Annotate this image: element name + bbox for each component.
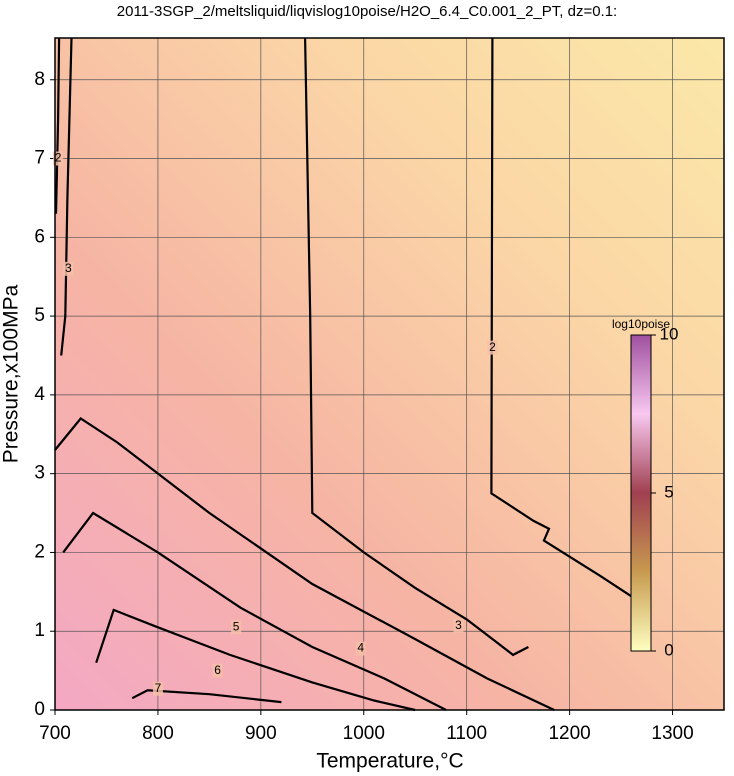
contour-label: 4: [357, 641, 364, 655]
x-tick-label: 1000: [343, 723, 385, 744]
contour-line: [54, 417, 555, 711]
contour-label: 6: [214, 663, 221, 677]
contour-label: 5: [233, 619, 240, 633]
contour-label-bg: [152, 681, 163, 696]
contour-line: [95, 608, 416, 712]
y-tick-label: 5: [34, 305, 45, 326]
y-tick-label: 0: [34, 699, 45, 720]
contour-line: [54, 37, 61, 214]
x-tick-label: 1200: [548, 723, 590, 744]
contour-line: [304, 37, 529, 657]
y-tick-label: 3: [34, 463, 45, 484]
contour-label: 3: [455, 618, 462, 632]
y-tick-label: 6: [34, 226, 45, 247]
x-tick-label: 700: [39, 723, 71, 744]
x-tick-label: 800: [142, 723, 174, 744]
colorbar-tick-label: 5: [664, 482, 673, 501]
plot-frame: [54, 37, 725, 711]
y-tick-label: 7: [34, 148, 45, 169]
contour-line: [131, 689, 282, 704]
contour-label-bg: [212, 663, 223, 678]
x-tick-label: 900: [245, 723, 277, 744]
contour-label: 2: [489, 340, 496, 354]
chart-title: 2011-3SGP_2/meltsliquid/liqvislog10poise…: [117, 3, 617, 20]
y-axis-label: Pressure,x100MPa: [0, 284, 23, 463]
y-tick-label: 2: [34, 541, 45, 562]
x-axis-label: Temperature,°C: [316, 750, 463, 773]
y-tick-label: 4: [34, 384, 45, 405]
contour-label-bg: [487, 340, 498, 355]
y-tick-label: 1: [34, 620, 45, 641]
contour-label-bg: [53, 151, 64, 166]
y-tick-label: 8: [34, 69, 45, 90]
contour-label-bg: [453, 618, 464, 633]
colorbar-tick-label: 0: [664, 640, 673, 659]
x-tick-label: 1100: [446, 723, 487, 744]
colorbar-label: log10poise: [612, 317, 670, 331]
contour-label-bg: [355, 641, 366, 656]
colorbar-tick-label: 10: [660, 324, 679, 343]
contour-line: [62, 511, 447, 711]
contour-line: [60, 37, 73, 356]
plot-background: [55, 38, 724, 710]
contour-label: 3: [65, 261, 72, 275]
contour-label-bg: [231, 620, 242, 635]
contour-label: 2: [55, 151, 62, 165]
colorbar: [630, 334, 652, 652]
contour-label: 7: [155, 681, 162, 695]
contour-label-bg: [63, 261, 74, 276]
x-tick-label: 1300: [651, 723, 693, 744]
